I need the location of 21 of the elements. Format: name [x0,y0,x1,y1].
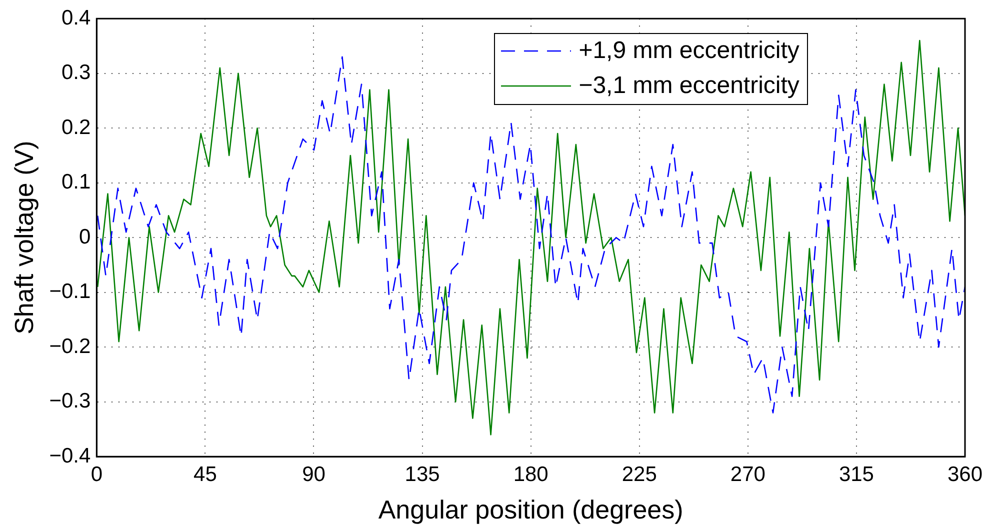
y-tick-label: 0 [78,225,91,248]
x-tick-label: 135 [404,462,440,486]
y-tick-label: −0.2 [49,334,91,358]
x-tick-label: 270 [730,462,766,486]
legend-label: +1,9 mm eccentricity [578,37,800,66]
y-tick-label: 0.3 [61,61,91,84]
y-tick-label: −0.3 [49,390,91,413]
y-tick-label: −0.4 [49,444,91,468]
y-tick-label: −0.1 [49,280,91,304]
x-tick-label: 225 [622,462,657,486]
y-axis-title: Shaft voltage (V) [8,140,39,334]
x-tick-label: 180 [513,462,548,486]
x-tick-label: 45 [194,462,217,486]
y-tick-label: 0.4 [61,6,91,30]
x-tick-label: 315 [838,462,874,486]
x-tick-label: 360 [947,462,983,486]
x-axis-title: Angular position (degrees) [378,494,684,525]
x-tick-label: 90 [302,462,326,486]
legend-label: −3,1 mm eccentricity [578,72,800,100]
y-tick-label: 0.2 [61,116,91,139]
y-tick-label: 0.1 [61,170,91,194]
